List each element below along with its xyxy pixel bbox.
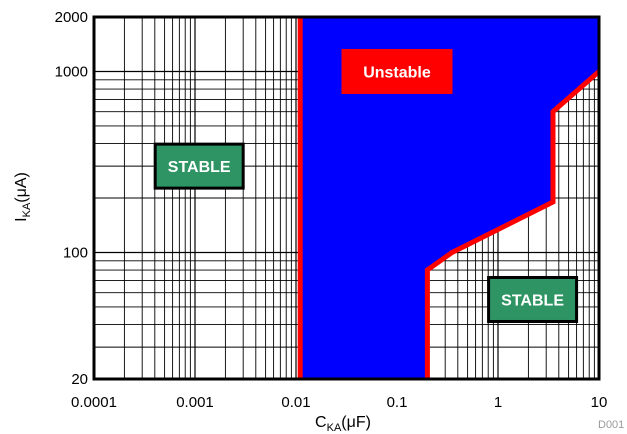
y-tick-label: 2000 (55, 9, 88, 26)
y-axis-title-main: I (13, 217, 30, 221)
boundary-line-2 (424, 69, 601, 379)
stability-boundary (297, 17, 601, 379)
annotation-label: STABLE (168, 159, 231, 176)
y-axis-title: IKA(μA) (13, 172, 33, 222)
annotation-unstable-1: Unstable (341, 48, 453, 94)
annotation-stable-2: STABLE (153, 142, 245, 190)
annotations: Unstable STABLE STABLE (153, 48, 579, 323)
unstable-region (300, 17, 599, 379)
annotation-stable-3: STABLE (487, 275, 579, 323)
y-tick-label: 100 (63, 244, 88, 261)
y-axis-title-subscript: KA (21, 202, 33, 217)
x-tick-label: 0.1 (387, 394, 408, 411)
x-axis-title-units: (μF) (341, 414, 371, 431)
x-tick-label: 10 (591, 394, 608, 411)
x-axis-title: CKA(μF) (315, 414, 371, 434)
annotation-label: Unstable (363, 64, 431, 81)
x-tick-label: 0.0001 (71, 394, 117, 411)
annotation-box (341, 48, 453, 94)
tick-labels: 0.0001 0.001 0.01 0.1 1 10 20 100 1000 2000 (55, 9, 608, 411)
plot-frame (92, 15, 601, 381)
unstable-area (300, 17, 599, 379)
x-axis-title-subscript: KA (327, 422, 342, 434)
x-tick-label: 0.001 (176, 394, 214, 411)
figure-code: D001 (598, 419, 624, 431)
annotation-box (487, 275, 579, 323)
x-tick-label: 1 (494, 394, 502, 411)
annotation-label: STABLE (501, 292, 564, 309)
x-tick-label: 0.01 (281, 394, 310, 411)
y-tick-label: 20 (71, 371, 88, 388)
annotation-box (153, 142, 245, 190)
y-tick-label: 1000 (55, 63, 88, 80)
x-axis-title-main: C (315, 414, 327, 431)
y-axis-title-units: (μA) (13, 172, 30, 203)
